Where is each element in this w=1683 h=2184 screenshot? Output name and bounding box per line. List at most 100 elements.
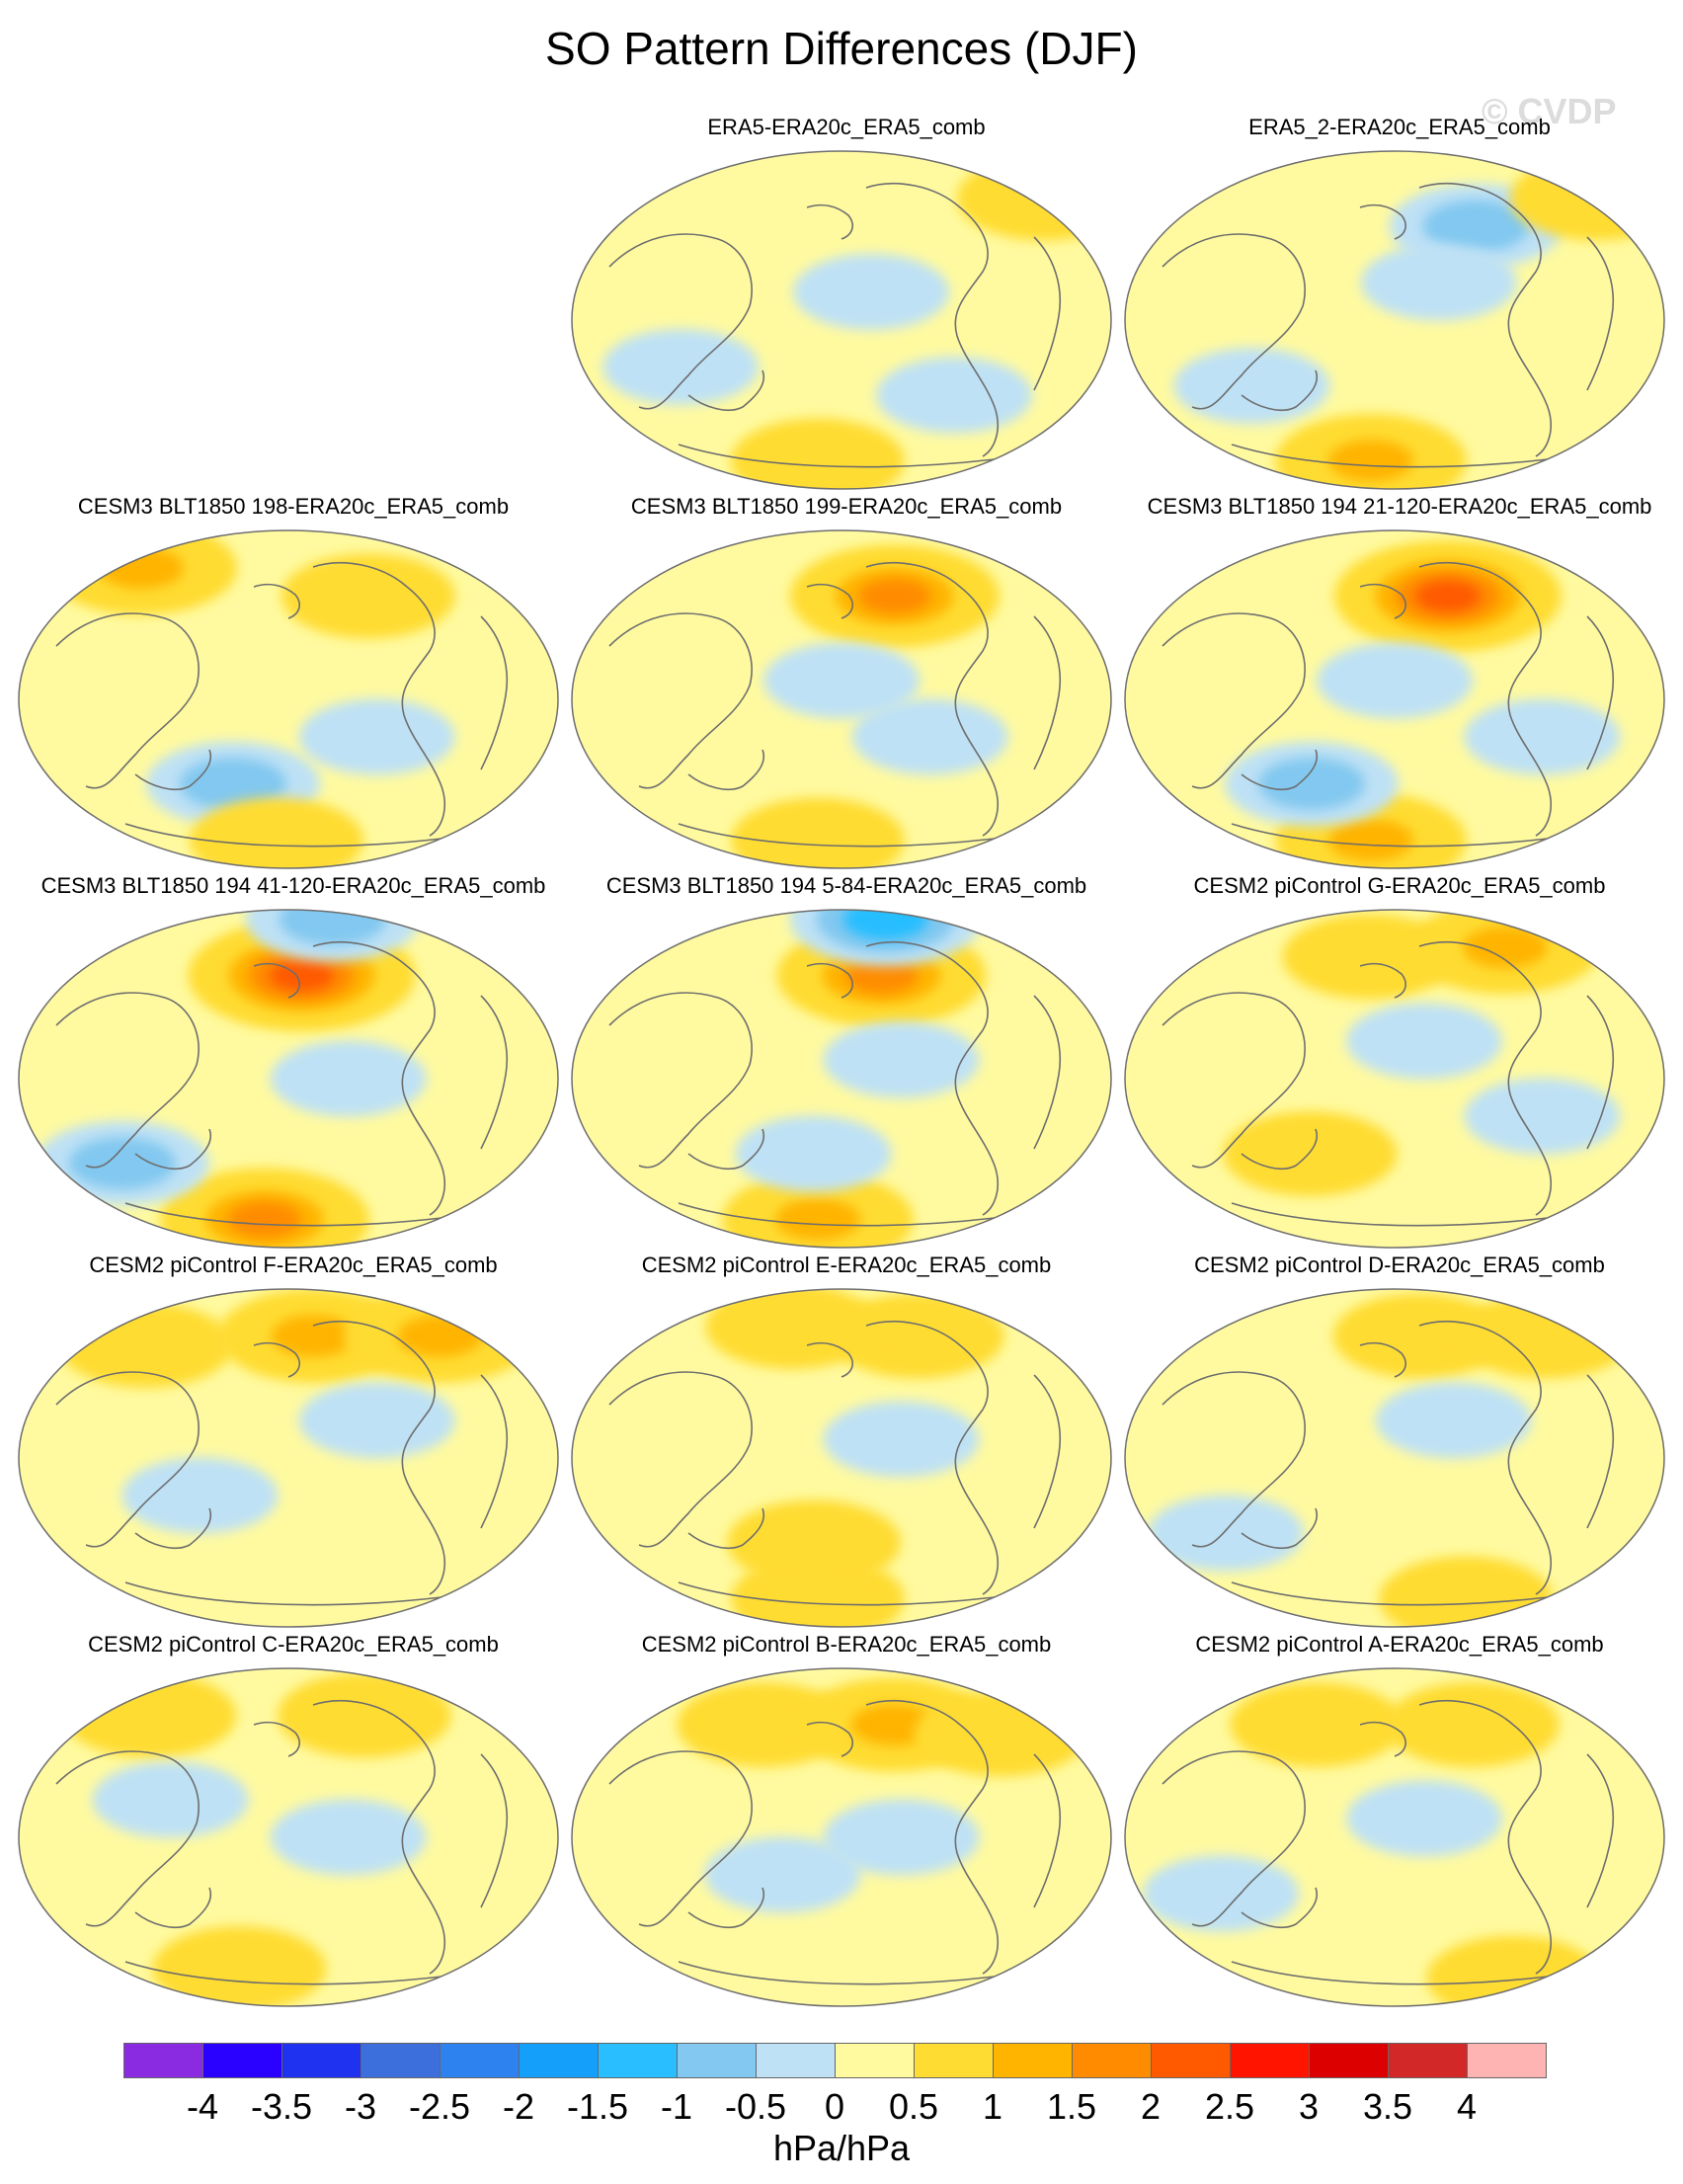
coastline [1162, 233, 1306, 410]
map-panel: CESM2 piControl F-ERA20c_ERA5_comb [17, 1253, 570, 1628]
coastline [55, 992, 200, 1169]
coastline [124, 1581, 442, 1606]
map-panel: CESM2 piControl G-ERA20c_ERA5_comb [1123, 873, 1676, 1249]
colorbar-swatch [1388, 2043, 1468, 2078]
map-panel: CESM3 BLT1850 199-ERA20c_ERA5_comb [570, 494, 1123, 869]
colorbar-tick-label: 0.5 [888, 2086, 939, 2127]
coastline [1418, 1699, 1552, 1975]
coastline [608, 1371, 753, 1548]
panel-title: CESM3 BLT1850 194 41-120-ERA20c_ERA5_com… [40, 873, 546, 898]
anomaly-contour [1317, 642, 1473, 719]
coastline [678, 823, 996, 848]
anomaly-contour [735, 1115, 892, 1192]
anomaly-contour [1412, 1573, 1520, 1625]
map-plot [571, 909, 1112, 1249]
map-border [571, 529, 1112, 869]
anomaly-contour [1263, 1698, 1371, 1751]
coastline [1033, 615, 1062, 770]
anomaly-contour [842, 910, 928, 940]
coastline [1241, 1887, 1318, 1928]
anomaly-contour [1147, 1495, 1304, 1572]
anomaly-contour [1422, 200, 1530, 253]
coastline [865, 1699, 999, 1975]
anomaly-contour [763, 814, 872, 866]
coastline [1586, 615, 1615, 770]
anomaly-contour [1375, 1382, 1532, 1459]
coastline [678, 1961, 996, 1985]
coastline [312, 561, 445, 837]
map-panel: CESM3 BLT1850 194 21-120-ERA20c_ERA5_com… [1123, 494, 1676, 869]
map-panel: CESM2 piControl A-ERA20c_ERA5_comb [1123, 1632, 1676, 2007]
anomaly-contour [1346, 1780, 1503, 1857]
colorbar-swatch [1230, 2043, 1310, 2078]
map-panel: CESM2 piControl D-ERA20c_ERA5_comb [1123, 1253, 1676, 1628]
colorbar-tick-label: -1.5 [566, 2086, 629, 2127]
panel-title: CESM3 BLT1850 199-ERA20c_ERA5_comb [630, 494, 1063, 519]
coastline [865, 561, 999, 837]
map-panel: ERA5_2-ERA20c_ERA5_comb [1123, 115, 1676, 490]
colorbar-swatch [1151, 2043, 1231, 2078]
colorbar-swatch [914, 2043, 994, 2078]
anomaly-contour [121, 1457, 279, 1534]
anomaly-contour [68, 1137, 177, 1189]
map-plot [18, 1667, 559, 2007]
coastline [865, 1320, 999, 1595]
colorbar-tick-label: -2.5 [408, 2086, 471, 2127]
anomaly-contour [876, 357, 1033, 434]
anomaly-contour [763, 435, 872, 487]
colorbar-swatch [123, 2043, 203, 2078]
colorbar-swatch [519, 2043, 599, 2078]
coastline [1241, 369, 1318, 411]
coastline [55, 612, 200, 789]
coastline [124, 1202, 442, 1227]
colorbar-boxes [123, 2043, 1547, 2078]
anomaly-contour [1327, 440, 1414, 482]
anomaly-contour [397, 1315, 483, 1357]
anomaly-contour [1360, 244, 1517, 321]
map-panel: CESM2 piControl B-ERA20c_ERA5_comb [570, 1632, 1123, 2007]
coastline [253, 583, 300, 619]
colorbar-tick-label: 1.5 [1046, 2086, 1097, 2127]
anomaly-contour [1418, 1698, 1526, 1751]
coastline [1418, 1320, 1552, 1595]
coastline [1162, 1750, 1306, 1927]
anomaly-contour [763, 1573, 872, 1625]
colorbar-tick-label: -0.5 [724, 2086, 787, 2127]
anomaly-contour [823, 1799, 980, 1876]
map-plot [1124, 909, 1665, 1249]
anomaly-contour [793, 254, 950, 330]
coastline [687, 369, 764, 411]
map-border [18, 909, 559, 1249]
coastline [480, 1753, 509, 1908]
coastline [253, 1721, 300, 1757]
map-panel: CESM3 BLT1850 198-ERA20c_ERA5_comb [17, 494, 570, 869]
anomaly-contour [298, 1382, 455, 1459]
map-border [1124, 1667, 1665, 2007]
map-plot [1124, 150, 1665, 490]
anomaly-contour [92, 1761, 249, 1838]
anomaly-contour [851, 698, 1008, 775]
anomaly-contour [92, 1319, 200, 1372]
anomaly-contour [823, 1401, 980, 1478]
anomaly-contour [1257, 758, 1366, 810]
coastline [1359, 1721, 1406, 1757]
anomaly-contour [222, 814, 331, 866]
anomaly-contour [1414, 580, 1481, 612]
map-border [18, 1667, 559, 2007]
anomaly-contour [739, 1300, 846, 1353]
coastline [687, 1128, 764, 1170]
anomaly-contour [1256, 1127, 1364, 1180]
coastline [1033, 995, 1062, 1150]
coastline [312, 1320, 445, 1595]
colorbar-swatch [1467, 2043, 1547, 2078]
anomaly-contour [98, 546, 185, 590]
panel-title: CESM2 piControl G-ERA20c_ERA5_comb [1193, 873, 1606, 898]
panel-title: ERA5-ERA20c_ERA5_comb [707, 115, 986, 139]
colorbar-tick-label: -4 [186, 2086, 218, 2127]
coastline [1231, 823, 1549, 848]
coastline [1418, 561, 1552, 837]
colorbar-swatch [756, 2043, 836, 2078]
coastline [1033, 1374, 1062, 1529]
coastline [1359, 203, 1406, 240]
anomaly-contour [1462, 926, 1548, 969]
